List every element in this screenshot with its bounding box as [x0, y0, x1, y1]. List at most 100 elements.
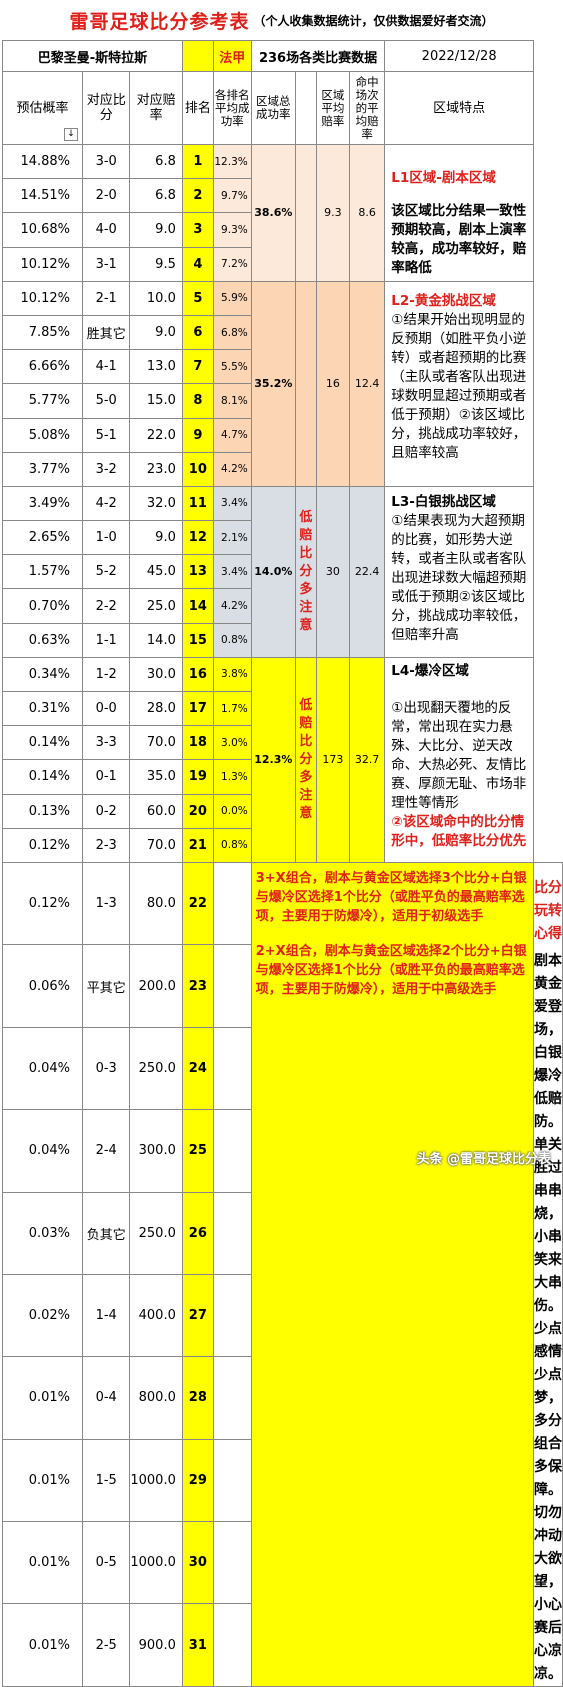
score-cell: 1-1 [82, 622, 131, 658]
rate-cell: 7.2% [212, 246, 252, 282]
header-zone-hit: 命中场次的平均赔率 [348, 71, 386, 145]
score-cell: 5-2 [82, 554, 131, 590]
combo-3x: 3+X组合，剧本与黄金区域选择3个比分+白银与爆冷区选择1个比分（或胜平负的最高… [255, 870, 527, 924]
prob-cell: 0.63% [1, 622, 84, 658]
page-title: 雷哥足球比分参考表 （个人收集数据统计，仅供数据爱好者交流） [0, 0, 563, 40]
title-sub: （个人收集数据统计，仅供数据爱好者交流） [253, 13, 494, 28]
odds-cell: 400.0 [129, 1273, 183, 1358]
prob-cell: 2.65% [1, 520, 84, 556]
zone-avg-cell: 16 [315, 280, 350, 487]
header-zone-avg: 区域平均赔率 [315, 71, 350, 145]
score-cell: 5-1 [82, 417, 131, 453]
odds-cell: 1000.0 [129, 1438, 183, 1523]
zone-text: 该区域比分结果一致性预期较高，剧本上演率较高，成功率较好，赔率略低 [391, 203, 527, 276]
rate-cell: 3.4% [212, 485, 252, 522]
header-odds: 对应赔率 [129, 71, 183, 145]
table-row: 10.68% 4-0 9.0 3 9.3% [1, 212, 563, 248]
score-table: 巴黎圣曼-斯特拉斯 法甲 236场各类比赛数据 2022/12/28 预估概率 ↓… [1, 40, 563, 1687]
odds-cell: 10.0 [129, 280, 183, 316]
tips-line: 剧本黄金爱登场， [534, 952, 562, 1038]
table-row: 14.88% 3-0 6.8 1 12.3% 38.6% 9.3 8.6 L1区域-剧本区域 该区… [1, 143, 563, 282]
rate-cell: 0.0% [212, 793, 252, 829]
rank-cell: 28 [181, 1356, 214, 1440]
odds-cell: 250.0 [129, 1191, 183, 1275]
rank-cell: 10 [181, 451, 214, 487]
odds-cell: 23.0 [129, 451, 183, 487]
prob-cell: 0.34% [1, 656, 84, 693]
odds-cell: 14.0 [129, 622, 183, 658]
odds-cell: 900.0 [129, 1603, 183, 1687]
match-name: 巴黎圣曼-斯特拉斯 [2, 40, 183, 72]
table-row: 0.31% 0-0 28.0 17 1.7% [1, 690, 563, 727]
odds-cell: 250.0 [129, 1026, 183, 1111]
rank-cell: 12 [181, 520, 214, 556]
score-cell: 2-2 [82, 588, 131, 624]
prob-cell: 0.14% [1, 725, 84, 761]
zone-total-cell: 38.6% [250, 144, 296, 282]
prob-cell: 0.14% [1, 759, 84, 795]
prob-cell: 14.51% [1, 178, 84, 214]
rate-cell: 12.3% [212, 143, 252, 180]
prob-cell: 0.03% [1, 1191, 84, 1275]
prob-cell: 14.88% [1, 143, 84, 180]
odds-cell: 28.0 [129, 690, 183, 727]
rate-cell: 1.7% [212, 690, 252, 727]
rank-cell: 24 [181, 1026, 214, 1111]
rank-cell: 29 [181, 1438, 214, 1523]
odds-cell: 70.0 [129, 827, 183, 863]
rank-cell: 17 [181, 690, 214, 727]
zone-desc-cell: L3-白银挑战区域 ①结果表现为大超预期的比赛，如形势大逆转，或者主队或者客队出现… [384, 485, 534, 658]
rank-cell: 3 [181, 212, 214, 248]
score-cell: 4-2 [82, 485, 131, 522]
odds-cell: 9.0 [129, 212, 183, 248]
stats-caption: 236场各类比赛数据 [250, 40, 386, 72]
combo-strategy-cell: 3+X组合，剧本与黄金区域选择3个比分+白银与爆冷区选择1个比分（或胜平负的最高… [250, 861, 535, 1687]
prob-cell: 0.01% [1, 1603, 84, 1687]
prob-cell: 0.04% [1, 1026, 84, 1111]
prob-cell: 10.12% [1, 280, 84, 316]
zone-desc-cell: L4-爆冷区域 ①出现翻天覆地的反常，常出现在实力悬殊、大比分、逆天改命、大热必死… [384, 656, 534, 863]
header-score: 对应比分 [82, 71, 131, 145]
score-cell: 1-2 [82, 656, 131, 693]
tips-line: 少点感情少点梦， [534, 1320, 562, 1406]
odds-cell: 13.0 [129, 349, 183, 385]
league-name: 法甲 [212, 40, 252, 72]
table-row: 7.85% 胜其它 9.0 6 6.8% [1, 314, 563, 351]
rank-cell: 7 [181, 349, 214, 385]
rate-cell [212, 1603, 252, 1687]
tips-line: 切勿冲动大欲望， [534, 1504, 562, 1590]
table-row: 6.66% 4-1 13.0 7 5.5% [1, 349, 563, 385]
tips-title: 比分玩转心得 [534, 879, 562, 942]
prob-cell: 0.01% [1, 1356, 84, 1440]
odds-cell: 800.0 [129, 1356, 183, 1440]
rate-cell: 8.1% [212, 383, 252, 419]
rate-cell: 5.9% [212, 280, 252, 316]
score-cell: 0-2 [82, 793, 131, 829]
rate-cell: 1.3% [212, 759, 252, 795]
prob-cell: 7.85% [1, 314, 84, 351]
rate-cell: 3.4% [212, 554, 252, 590]
rate-cell: 9.3% [212, 212, 252, 248]
tips-line: 白银爆冷低赔防。 [534, 1044, 562, 1130]
zone-note-cell: 低赔比分多注意 [294, 485, 317, 658]
zone-text: ①结果开始出现明显的反预期（如胜平负小逆转）或者超预期的比赛（主队或者客队出现进… [391, 311, 527, 461]
rank-cell: 11 [181, 485, 214, 522]
zone-title: L1区域-剧本区域 [391, 170, 496, 186]
combo-2x: 2+X组合，剧本与黄金区域选择2个比分+白银与爆冷区选择1个比分（或胜平负的最高… [255, 943, 527, 997]
rank-cell: 15 [181, 622, 214, 658]
rank-cell: 18 [181, 725, 214, 761]
odds-cell: 45.0 [129, 554, 183, 590]
prob-cell: 5.08% [1, 417, 84, 453]
odds-cell: 32.0 [129, 485, 183, 522]
score-cell: 2-0 [82, 178, 131, 214]
rank-cell: 2 [181, 178, 214, 214]
prob-cell: 0.13% [1, 793, 84, 829]
table-row: 14.51% 2-0 6.8 2 9.7% [1, 178, 563, 214]
table-row: 0.14% 0-1 35.0 19 1.3% [1, 759, 563, 795]
zone-hit-cell: 22.4 [348, 485, 386, 658]
odds-cell: 25.0 [129, 588, 183, 624]
prob-cell: 0.12% [1, 827, 84, 863]
score-cell: 3-3 [82, 725, 131, 761]
sort-filter-icon[interactable]: ↓ [64, 128, 79, 141]
odds-cell: 60.0 [129, 793, 183, 829]
